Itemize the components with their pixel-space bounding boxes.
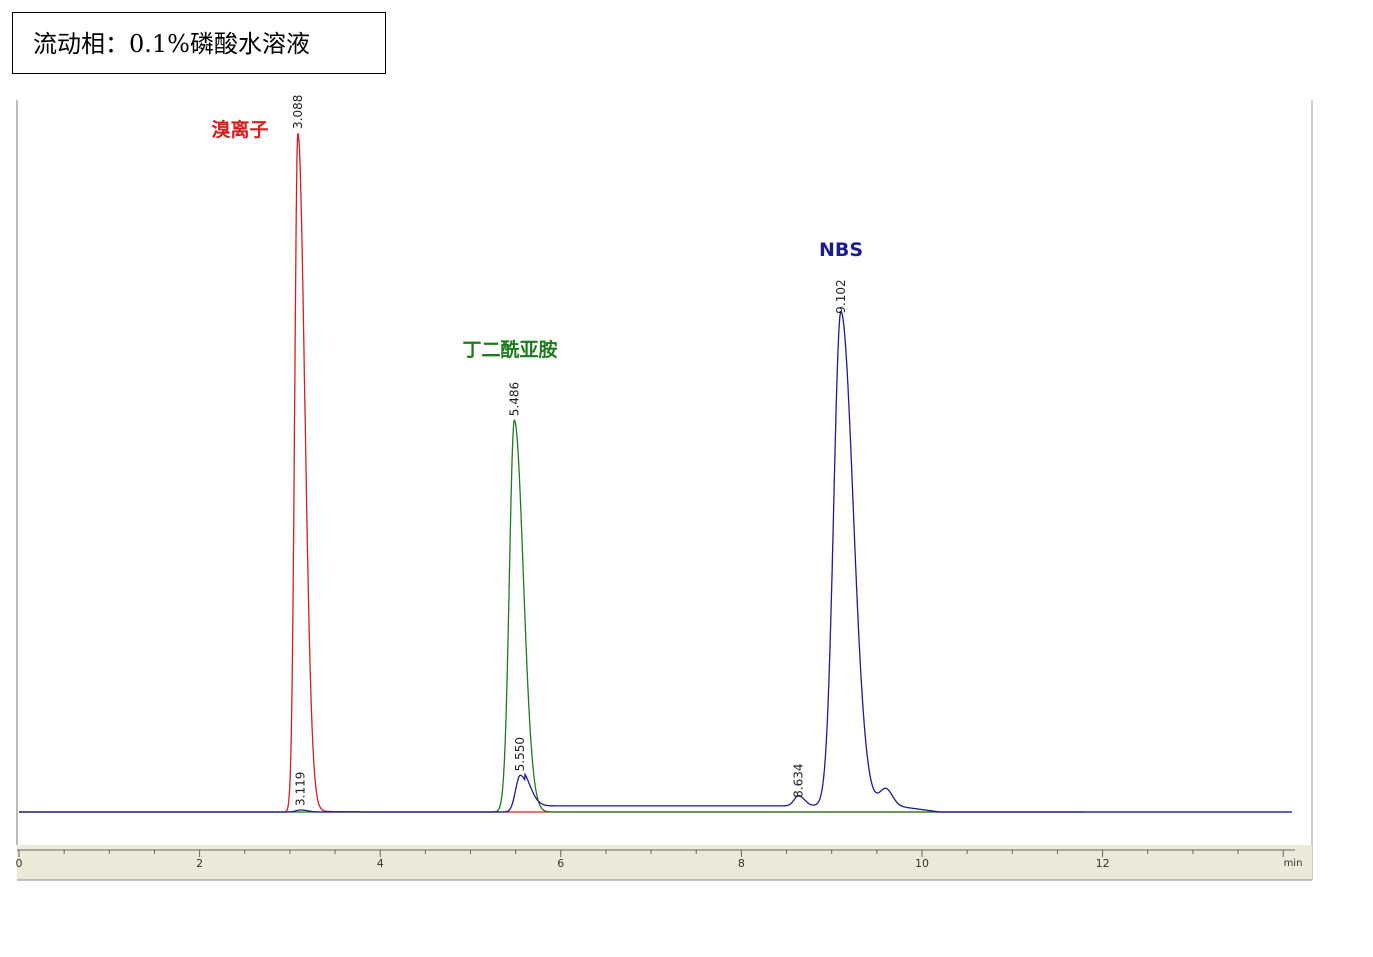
mobile-phase-label: 流动相：0.1%磷酸水溶液 — [12, 12, 386, 74]
x-tick-label: 8 — [738, 857, 745, 870]
peak-retention-label: 3.088 — [291, 95, 305, 129]
compound-label: 丁二酰亚胺 — [462, 338, 557, 361]
peak-retention-label: 3.119 — [294, 772, 308, 806]
compound-label: NBS — [819, 239, 863, 261]
chart-labels: 3.088 溴离子 5.486 丁二酰亚胺 3.119 5.550 8.634 9.102 NB… — [211, 95, 863, 806]
peak-retention-label: 8.634 — [792, 763, 806, 797]
x-tick-label: 0 — [16, 857, 23, 870]
x-tick-label: 6 — [557, 857, 564, 870]
x-tick-label: 10 — [915, 857, 929, 870]
peak-retention-label: 5.550 — [513, 737, 527, 771]
peak-retention-label: 9.102 — [834, 279, 848, 313]
plot-area — [17, 100, 1312, 880]
x-axis: 0 2 4 6 8 10 12 min — [16, 849, 1303, 870]
peak-retention-label: 5.486 — [507, 382, 521, 416]
x-tick-label: 12 — [1096, 857, 1110, 870]
x-tick-label: 2 — [196, 857, 203, 870]
x-axis-unit: min — [1284, 858, 1303, 869]
series-lines — [19, 133, 1292, 813]
compound-label: 溴离子 — [211, 118, 268, 141]
x-axis-band — [17, 845, 1312, 880]
series-line-2 — [19, 311, 1292, 813]
x-tick-label: 4 — [377, 857, 384, 870]
